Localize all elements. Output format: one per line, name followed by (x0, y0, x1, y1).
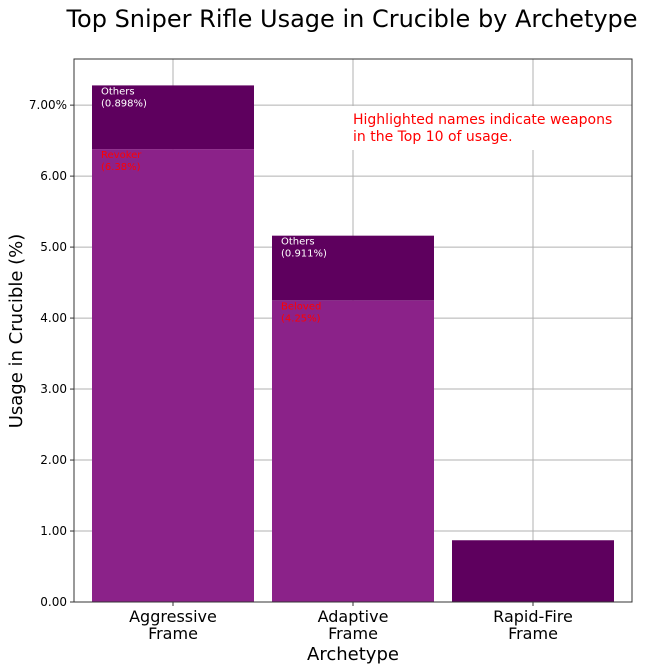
x-tick-label-line: Adaptive (318, 607, 389, 626)
x-tick-label-line: Frame (148, 624, 198, 643)
y-tick-label: 5.00 (40, 240, 67, 254)
bar-label: Revoker (101, 150, 142, 161)
x-tick-label-line: Rapid-Fire (493, 607, 573, 626)
annotation-line-2: in the Top 10 of usage. (353, 129, 513, 145)
bar-label: (0.898%) (101, 98, 147, 109)
bar-label: Others (101, 86, 135, 97)
x-axis-label: Archetype (307, 644, 399, 665)
bar-segment (452, 540, 614, 602)
y-tick-label: 2.00 (40, 453, 67, 467)
y-tick-label: 4.00 (40, 311, 67, 325)
annotation: Highlighted names indicate weapons in th… (346, 106, 620, 150)
y-axis-label: Usage in Crucible (%) (6, 234, 27, 429)
x-tick-label: Adaptive Frame (318, 607, 389, 643)
bar-label: Others (281, 237, 315, 248)
y-tick-label: 3.00 (40, 382, 67, 396)
bar-label: (0.911%) (281, 249, 327, 260)
x-tick-label: Aggressive Frame (129, 607, 217, 643)
bar-label: (6.38%) (101, 162, 141, 173)
annotation-line-1: Highlighted names indicate weapons (353, 112, 612, 128)
x-tick-label-line: Frame (328, 624, 378, 643)
y-tick-label: 1.00 (40, 524, 67, 538)
bar-segment (272, 235, 434, 301)
chart-title: Top Sniper Rifle Usage in Crucible by Ar… (65, 5, 637, 33)
bar-segment (92, 85, 254, 150)
x-tick-label: Rapid-Fire Frame (493, 607, 573, 643)
y-tick-label: 0.00 (40, 595, 67, 609)
bar-segment (92, 149, 254, 603)
y-tick-label: 7.00% (29, 98, 67, 112)
x-tick-label-line: Aggressive (129, 607, 217, 626)
bar-label: (4.25%) (281, 313, 321, 324)
y-tick-label: 6.00 (40, 169, 67, 183)
x-tick-label-line: Frame (508, 624, 558, 643)
bar-label: Beloved (281, 301, 321, 312)
bar-segment (272, 300, 434, 602)
